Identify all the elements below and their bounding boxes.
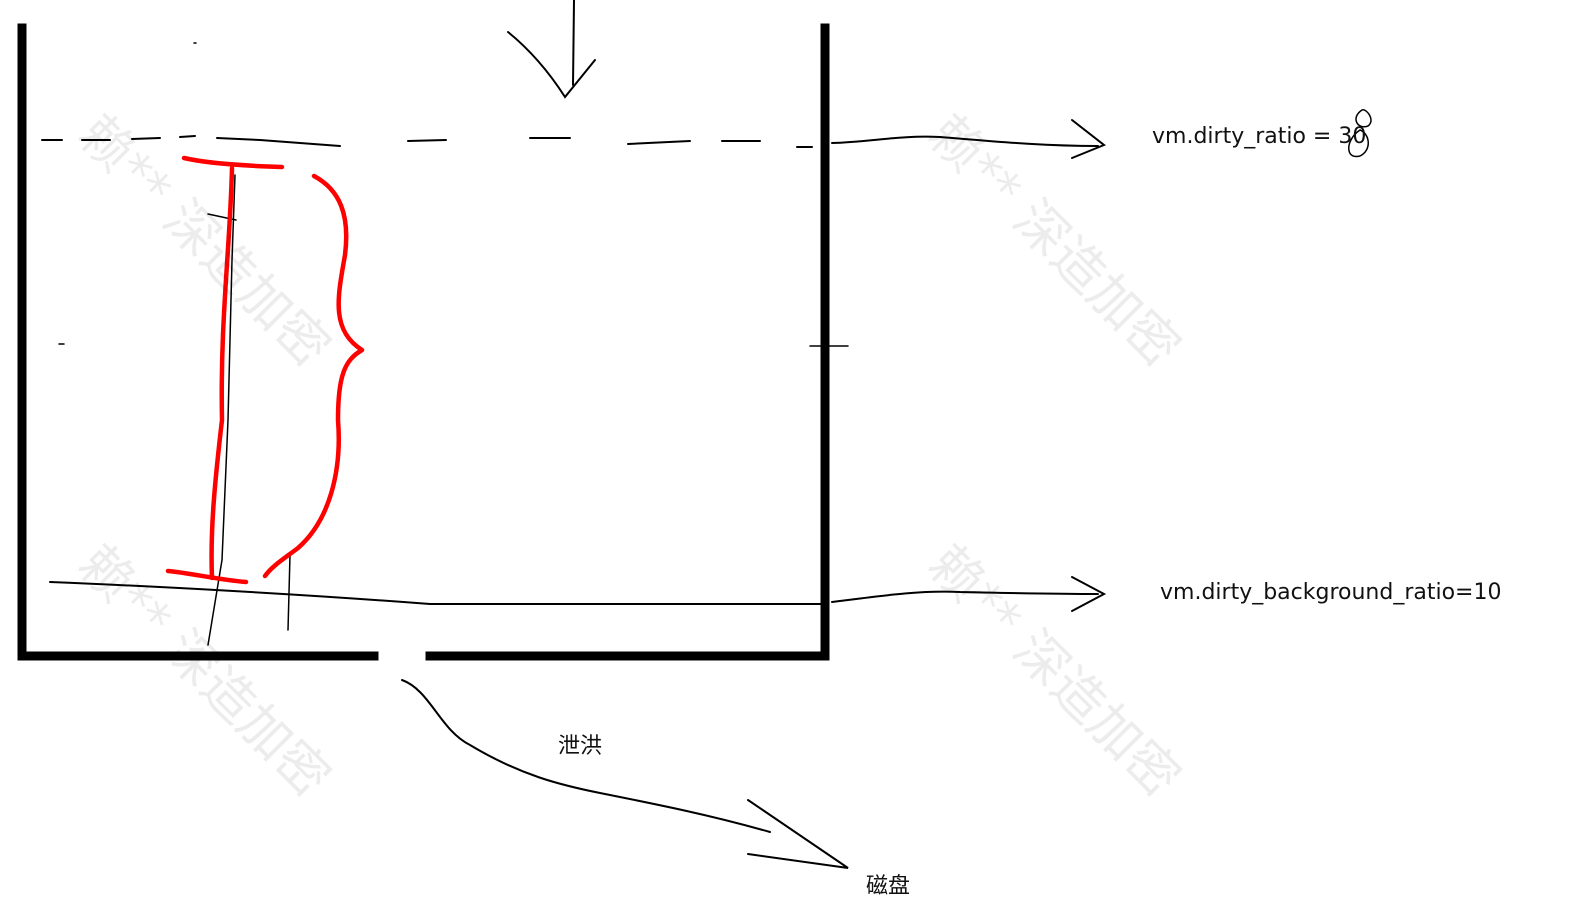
range-vertical xyxy=(209,165,235,581)
flush-arrow xyxy=(401,679,849,869)
dirty-ratio-label: vm.dirty_ratio = 30 xyxy=(1152,124,1367,149)
guide-lines xyxy=(58,42,849,646)
scribble-mark xyxy=(1348,109,1372,158)
range-top-bar xyxy=(181,155,285,170)
container xyxy=(17,23,830,661)
flush-label: 泄洪 xyxy=(558,734,603,759)
range-bottom-bar xyxy=(165,568,249,585)
dirty-ratio-line xyxy=(41,135,813,148)
highlight-range xyxy=(165,155,365,585)
inflow-arrow xyxy=(507,0,596,99)
disk-label: 磁盘 xyxy=(866,874,911,899)
dirty-background-ratio-line xyxy=(49,576,1107,612)
range-brace xyxy=(262,173,365,579)
dirty-background-ratio-label: vm.dirty_background_ratio=10 xyxy=(1160,580,1502,605)
dirty-ratio-arrow xyxy=(831,119,1106,159)
